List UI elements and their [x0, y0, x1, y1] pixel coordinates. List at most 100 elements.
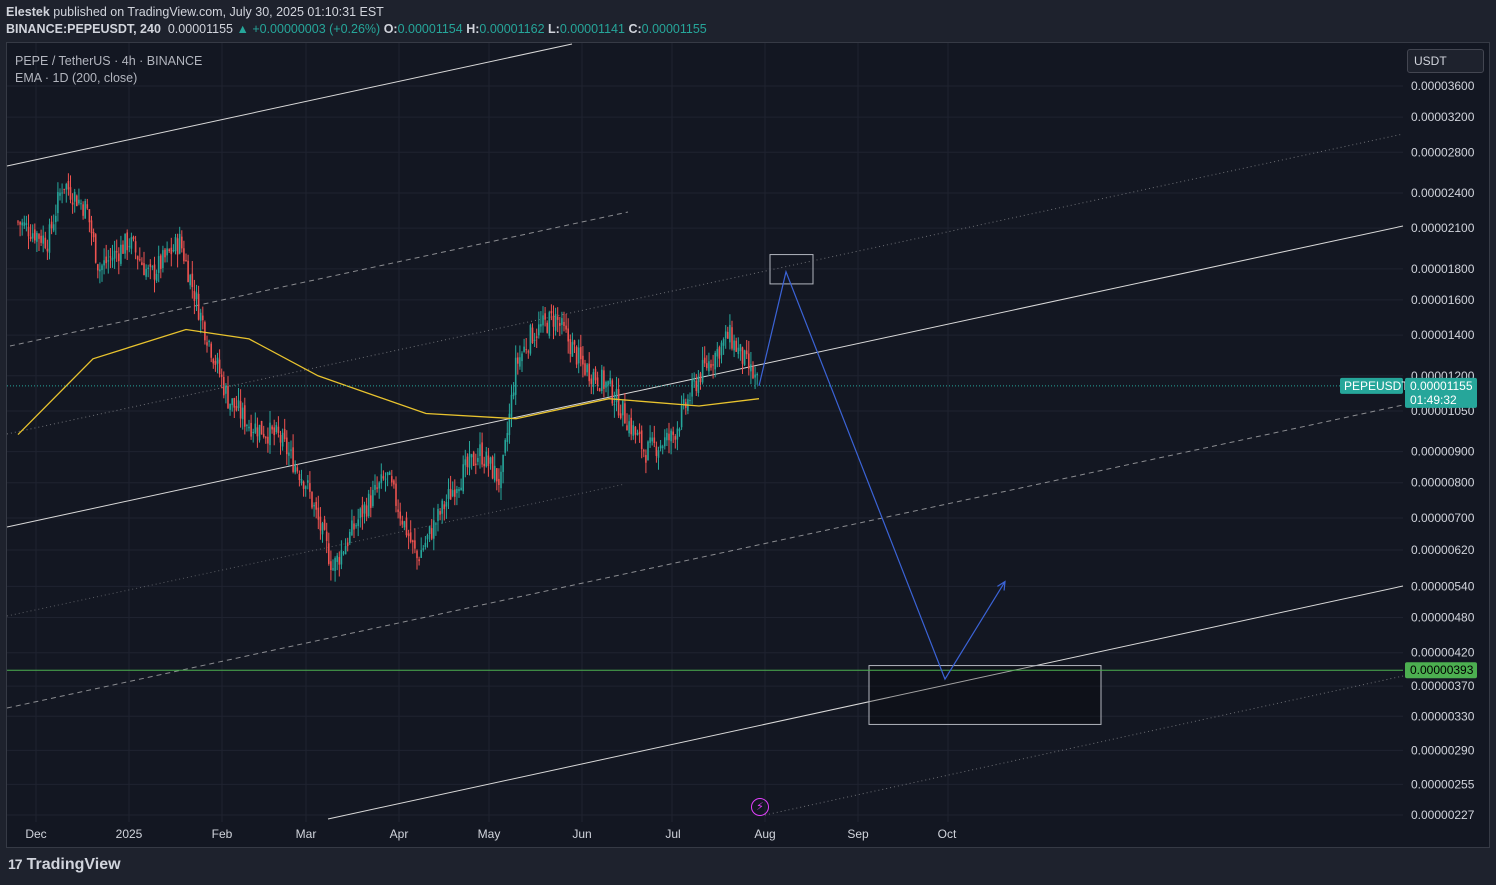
- candle-body: [181, 236, 183, 249]
- candle-body: [401, 520, 404, 525]
- currency-selector[interactable]: USDT: [1407, 49, 1484, 73]
- candle-body: [151, 266, 154, 268]
- candle-body: [504, 440, 506, 453]
- candle-body: [571, 342, 574, 357]
- candle-body: [668, 433, 670, 441]
- candle-body: [330, 561, 332, 570]
- candle-body: [554, 314, 557, 331]
- candle-body: [678, 428, 681, 432]
- legend-title[interactable]: PEPE / TetherUS · 4h · BINANCE: [15, 54, 203, 68]
- candle-body: [720, 342, 723, 356]
- candle-body: [498, 478, 500, 486]
- time-axis-label: May: [478, 827, 501, 841]
- close-value: 0.00001155: [641, 22, 707, 36]
- channel-bottom-line: [327, 585, 1404, 820]
- candle-body: [636, 433, 639, 436]
- candle-body: [126, 232, 128, 251]
- candle-body: [170, 247, 173, 255]
- candle-body: [466, 456, 469, 468]
- candle-body: [525, 349, 527, 351]
- open-label: O:: [383, 22, 398, 36]
- candle-body: [718, 347, 721, 359]
- candle-body: [141, 262, 143, 265]
- candle-body: [46, 248, 49, 252]
- candle-body: [622, 400, 624, 416]
- candle-body: [378, 482, 380, 489]
- candle-body: [294, 465, 296, 473]
- candle-body: [483, 463, 485, 467]
- support-price-label: 0.00000393: [1410, 663, 1474, 677]
- candle-body: [632, 425, 635, 436]
- candle-body: [225, 385, 227, 394]
- author-name[interactable]: Elestek: [6, 5, 50, 19]
- candle-body: [340, 550, 343, 565]
- candle-body: [624, 403, 626, 424]
- candle-body: [332, 568, 334, 570]
- candle-body: [195, 292, 198, 299]
- candle-body: [103, 260, 105, 266]
- candle-body: [143, 263, 145, 276]
- candle-body: [258, 424, 261, 441]
- price-axis-label: 0.00001600: [1411, 293, 1475, 307]
- change-arrow-icon: ▲: [236, 22, 249, 36]
- candle-body: [594, 368, 597, 381]
- candle-body: [510, 394, 513, 417]
- candle-body: [588, 363, 590, 382]
- candle-body: [353, 523, 355, 530]
- candle-body: [584, 363, 586, 375]
- candle-body: [729, 324, 731, 343]
- candle-body: [655, 446, 658, 456]
- candle-body: [65, 183, 68, 190]
- candle-body: [733, 340, 735, 351]
- candle-body: [48, 224, 51, 253]
- candle-body: [40, 235, 42, 243]
- low-value: 0.00001141: [559, 22, 625, 36]
- candle-body: [382, 476, 385, 479]
- price-axis-label: 0.00000330: [1411, 709, 1475, 723]
- channel-lower-dotted-b: [764, 675, 1404, 816]
- candle-body: [220, 374, 223, 377]
- candle-body: [647, 441, 649, 461]
- candle-body: [279, 434, 282, 443]
- time-axis-label: Feb: [212, 827, 233, 841]
- candle-body: [307, 480, 309, 483]
- candle-body: [111, 257, 114, 261]
- candle-body: [229, 403, 231, 410]
- candle-body: [475, 463, 477, 465]
- candle-body: [346, 542, 349, 547]
- candle-body: [290, 449, 292, 451]
- candle-body: [313, 504, 315, 507]
- candle-body: [178, 233, 181, 254]
- candle-body: [214, 360, 217, 366]
- candle-body: [107, 260, 110, 262]
- candle-body: [288, 452, 290, 456]
- price-axis-label: 0.00000620: [1411, 543, 1475, 557]
- candle-body: [94, 234, 97, 263]
- candle-body: [315, 501, 317, 510]
- candle-body: [34, 229, 36, 241]
- candle-body: [252, 431, 254, 434]
- candle-body: [458, 489, 460, 492]
- candle-body: [275, 425, 278, 433]
- candle-body: [237, 400, 240, 409]
- candle-body: [269, 422, 271, 446]
- candle-body: [300, 478, 303, 484]
- candle-body: [183, 248, 185, 262]
- candle-body: [743, 350, 746, 366]
- price-change: +0.00000003 (+0.26%): [252, 22, 381, 36]
- candle-body: [750, 364, 752, 372]
- candle-body: [741, 347, 744, 364]
- candle-body: [481, 442, 483, 465]
- chart-legend: PEPE / TetherUS · 4h · BINANCE EMA · 1D …: [15, 53, 202, 87]
- candle-body: [325, 531, 328, 541]
- legend-indicator[interactable]: EMA · 1D (200, close): [15, 71, 138, 85]
- candle-body: [365, 505, 368, 517]
- events-bolt-icon[interactable]: ⚡: [751, 798, 769, 816]
- target-zone-box: [868, 665, 1102, 725]
- candle-body: [281, 432, 284, 447]
- candle-body: [607, 381, 609, 386]
- candle-body: [296, 467, 299, 472]
- candle-body: [109, 256, 112, 258]
- candle-body: [531, 327, 534, 344]
